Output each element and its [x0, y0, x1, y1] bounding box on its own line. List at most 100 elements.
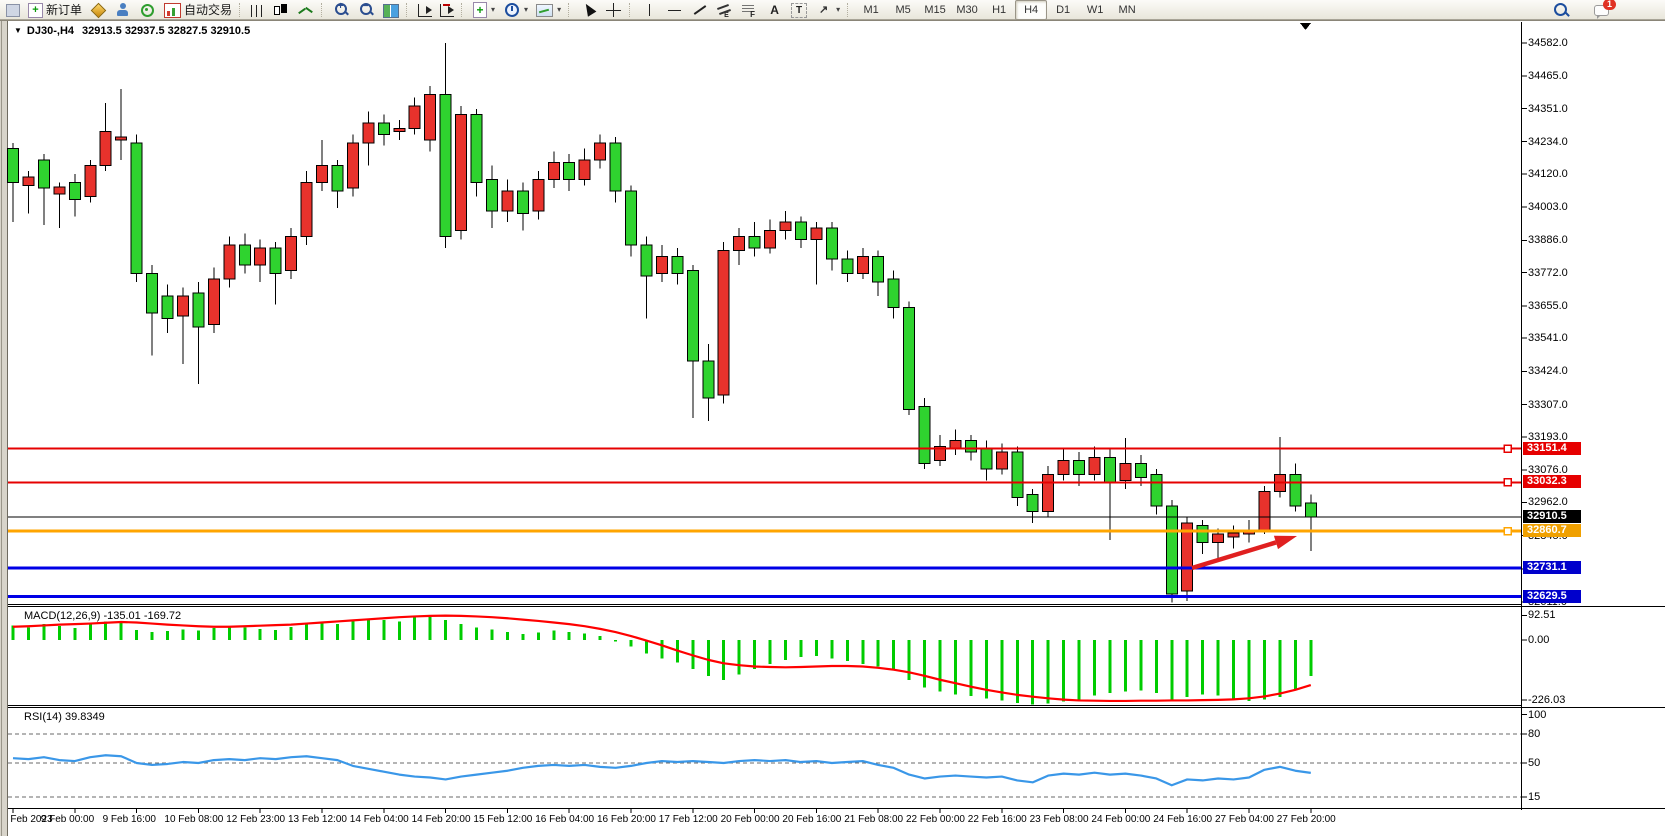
candle-body	[1258, 491, 1271, 532]
periods-button[interactable]: ▾	[499, 0, 532, 20]
timeframe-m30-button[interactable]: M30	[956, 3, 978, 16]
candle-body	[1227, 532, 1240, 538]
price-tag-32731.1: 32731.1	[1523, 560, 1581, 574]
candle-chart-button[interactable]	[268, 0, 293, 20]
addindicator-icon: +	[473, 1, 488, 18]
chart-shift-button[interactable]	[436, 0, 458, 20]
bar-chart-button[interactable]	[247, 0, 268, 20]
candle-body	[377, 122, 390, 135]
timeframe-h4-button[interactable]: H4	[1015, 0, 1048, 20]
candle-body	[671, 255, 684, 274]
timeframe-m5-button[interactable]: M5	[895, 3, 911, 16]
trendline-button[interactable]	[687, 0, 712, 20]
data-window-button[interactable]	[110, 0, 135, 20]
candle-body	[717, 250, 730, 396]
toolbar-separator	[239, 2, 244, 17]
arrow-shaft[interactable]	[1191, 540, 1277, 571]
chart-shift-marker-icon[interactable]	[1300, 23, 1311, 30]
arrows-button[interactable]: ↗ ▾	[811, 0, 844, 20]
date-label: 22 Feb 00:00	[906, 814, 965, 825]
fibonacci-button[interactable]: F	[737, 0, 762, 20]
candle-body	[640, 244, 653, 277]
macd-axis[interactable]: 92.51 0.00 -226.03	[1522, 606, 1665, 706]
navigator-button[interactable]	[135, 0, 160, 20]
horizontal-line-button[interactable]	[662, 0, 687, 20]
dropdown-arrow-icon[interactable]: ▾	[836, 5, 841, 14]
search-button[interactable]	[1548, 0, 1573, 20]
candle-body	[964, 440, 977, 453]
candle-body	[1119, 462, 1132, 481]
candle-body	[223, 244, 236, 280]
trend-arrow-annotation[interactable]	[1191, 535, 1297, 571]
dropdown-arrow-icon[interactable]: ▾	[524, 5, 529, 14]
level-line-handle[interactable]	[1503, 444, 1512, 453]
candle-body	[918, 406, 931, 464]
candle-body	[470, 113, 483, 184]
price-axis-tick-label: 34351.0	[1528, 102, 1568, 115]
candle-body	[176, 295, 189, 317]
zoom-in-button[interactable]: +	[329, 0, 354, 20]
date-label: 27 Feb 04:00	[1215, 814, 1274, 825]
rsi-axis[interactable]: 100 80 50 15	[1522, 707, 1665, 808]
candle-body	[22, 176, 35, 186]
candle-body	[1026, 493, 1039, 513]
price-axis-tick-label: 33772.0	[1528, 266, 1568, 279]
left-gutter	[0, 21, 8, 836]
axis-ticks	[12, 42, 1527, 813]
date-label: 23 Feb 08:00	[1029, 814, 1089, 825]
auto-scroll-button[interactable]	[414, 0, 436, 20]
candle-body	[424, 94, 437, 141]
candle-body	[764, 230, 777, 249]
candle-body	[934, 445, 946, 461]
tile-windows-button[interactable]	[379, 0, 403, 20]
zoomout-icon: −	[358, 1, 375, 18]
candle-body	[702, 360, 715, 399]
notifications-button[interactable]: 1	[1589, 0, 1616, 20]
timeframe-m1-button[interactable]: M1	[863, 3, 879, 16]
indicators-button[interactable]: + ▾	[469, 0, 499, 20]
candle-body	[254, 247, 267, 266]
dropdown-arrow-icon[interactable]: ▾	[557, 5, 562, 14]
line-chart-button[interactable]	[293, 0, 318, 20]
terminal-button[interactable]	[2, 0, 24, 20]
chat-icon: 1	[1593, 0, 1616, 19]
equidistant-channel-button[interactable]: E	[712, 0, 737, 20]
candles-layer	[7, 43, 1317, 603]
market-watch-button[interactable]	[86, 0, 110, 20]
chart-collapse-icon[interactable]: ▼	[14, 26, 22, 35]
arrow-head[interactable]	[1273, 535, 1297, 550]
timeframe-mn-button[interactable]: MN	[1118, 3, 1136, 16]
candle-body	[779, 221, 792, 232]
vline-icon	[641, 2, 658, 18]
zoom-out-button[interactable]: −	[354, 0, 379, 20]
marketwatch-icon	[90, 2, 106, 18]
dropdown-arrow-icon[interactable]: ▾	[491, 5, 496, 14]
cursor-button[interactable]	[576, 0, 601, 20]
candle-body	[872, 255, 885, 283]
candle-body	[1057, 459, 1070, 476]
crosshair-button[interactable]	[601, 0, 626, 20]
timeframe-w1-button[interactable]: W1	[1086, 3, 1104, 16]
candle-body	[532, 179, 545, 212]
date-label: 14 Feb 04:00	[349, 814, 409, 825]
text-button[interactable]: A	[762, 0, 787, 20]
date-axis[interactable]: 8 Feb 2023 9 Feb 00:00 9 Feb 16:00 10 Feb 0…	[0, 808, 1665, 836]
autotrading-button[interactable]: 自动交易	[160, 0, 236, 20]
candle-body	[84, 165, 97, 198]
text-label-button[interactable]: T	[787, 0, 811, 20]
timeframe-d1-button[interactable]: D1	[1056, 3, 1071, 16]
new-order-button[interactable]: + 新订单	[24, 0, 86, 20]
price-tag-32629.5: 32629.5	[1523, 589, 1581, 603]
templates-button[interactable]: ▾	[532, 0, 565, 20]
candle-body	[1304, 502, 1317, 518]
level-line-handle[interactable]	[1503, 526, 1512, 536]
candle-body	[316, 165, 328, 184]
vertical-line-button[interactable]	[637, 0, 662, 20]
candle-body	[1042, 474, 1055, 513]
candle-body	[53, 186, 66, 195]
timeframe-m15-button[interactable]: M15	[924, 3, 946, 16]
timeframe-h1-button[interactable]: H1	[992, 3, 1007, 16]
level-line-handle[interactable]	[1503, 478, 1512, 487]
date-label: 16 Feb 04:00	[535, 814, 595, 825]
